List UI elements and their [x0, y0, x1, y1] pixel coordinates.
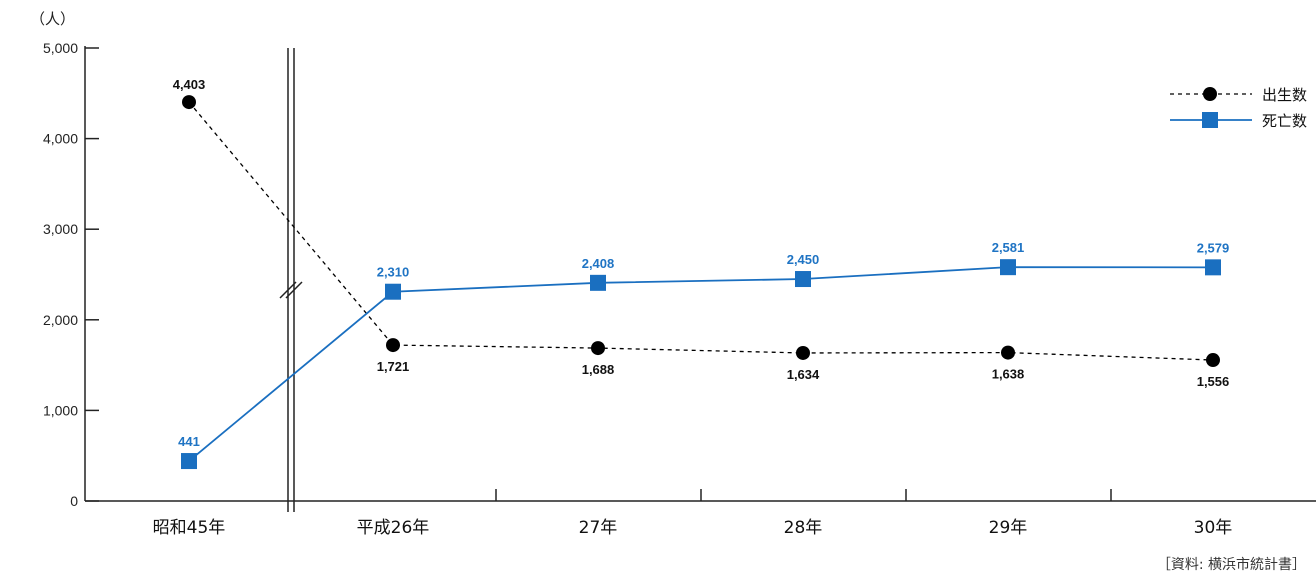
legend-birth-marker [1203, 87, 1217, 101]
x-tick-label: 29年 [989, 518, 1028, 538]
death-point [795, 271, 811, 288]
x-tick-label: 昭和45年 [153, 518, 226, 538]
y-tick-label: 4,000 [43, 131, 78, 147]
x-tick-label: 28年 [784, 518, 823, 538]
birth-point [591, 341, 605, 356]
birth-data-label: 1,556 [1197, 374, 1230, 389]
source-note: ［資料: 横浜市統計書］ [1157, 556, 1306, 573]
legend-death-marker [1202, 112, 1218, 128]
x-axis: 昭和45年 平成26年 27年 28年 29年 30年 [85, 489, 1316, 538]
death-data-label: 441 [178, 434, 200, 449]
birth-data-label: 1,634 [787, 367, 820, 382]
death-data-label: 2,450 [787, 252, 820, 267]
legend-death-label: 死亡数 [1262, 112, 1307, 130]
death-point [181, 453, 197, 470]
y-tick-label: 5,000 [43, 40, 78, 56]
y-axis: 0 1,000 2,000 3,000 4,000 5,000 [43, 40, 99, 509]
birth-data-label: 1,688 [582, 362, 615, 377]
y-tick-label: 1,000 [43, 402, 78, 418]
birth-data-label: 1,638 [992, 367, 1025, 382]
death-point [1000, 259, 1016, 276]
x-tick-label: 平成26年 [357, 518, 430, 538]
series-line-death [188, 266, 1214, 462]
y-tick-label: 3,000 [43, 221, 78, 237]
birth-point [796, 345, 810, 360]
death-data-label: 2,581 [992, 240, 1025, 255]
birth-data-label: 1,721 [377, 359, 410, 374]
death-point [590, 274, 606, 291]
y-tick-label: 0 [70, 493, 78, 509]
birth-point [182, 95, 196, 110]
legend-birth-label: 出生数 [1262, 86, 1307, 104]
death-data-label: 2,408 [582, 256, 615, 271]
death-data-label: 2,310 [377, 265, 410, 280]
death-data-label: 2,579 [1197, 240, 1230, 255]
birth-point [1206, 353, 1220, 368]
x-tick-label: 30年 [1194, 518, 1233, 538]
birth-point [386, 338, 400, 353]
x-tick-label: 27年 [579, 518, 618, 538]
death-point [385, 283, 401, 300]
y-unit-label: （人） [30, 10, 75, 28]
birth-point [1001, 345, 1015, 360]
death-point [1205, 259, 1221, 276]
y-tick-label: 2,000 [43, 312, 78, 328]
axis-break [279, 48, 303, 512]
birth-data-label: 4,403 [173, 77, 206, 92]
series-line-birth [188, 101, 1214, 361]
series-layer: 4,403 1,721 1,688 1,634 1,638 1,556 441 2,310 2,… [173, 77, 1230, 470]
